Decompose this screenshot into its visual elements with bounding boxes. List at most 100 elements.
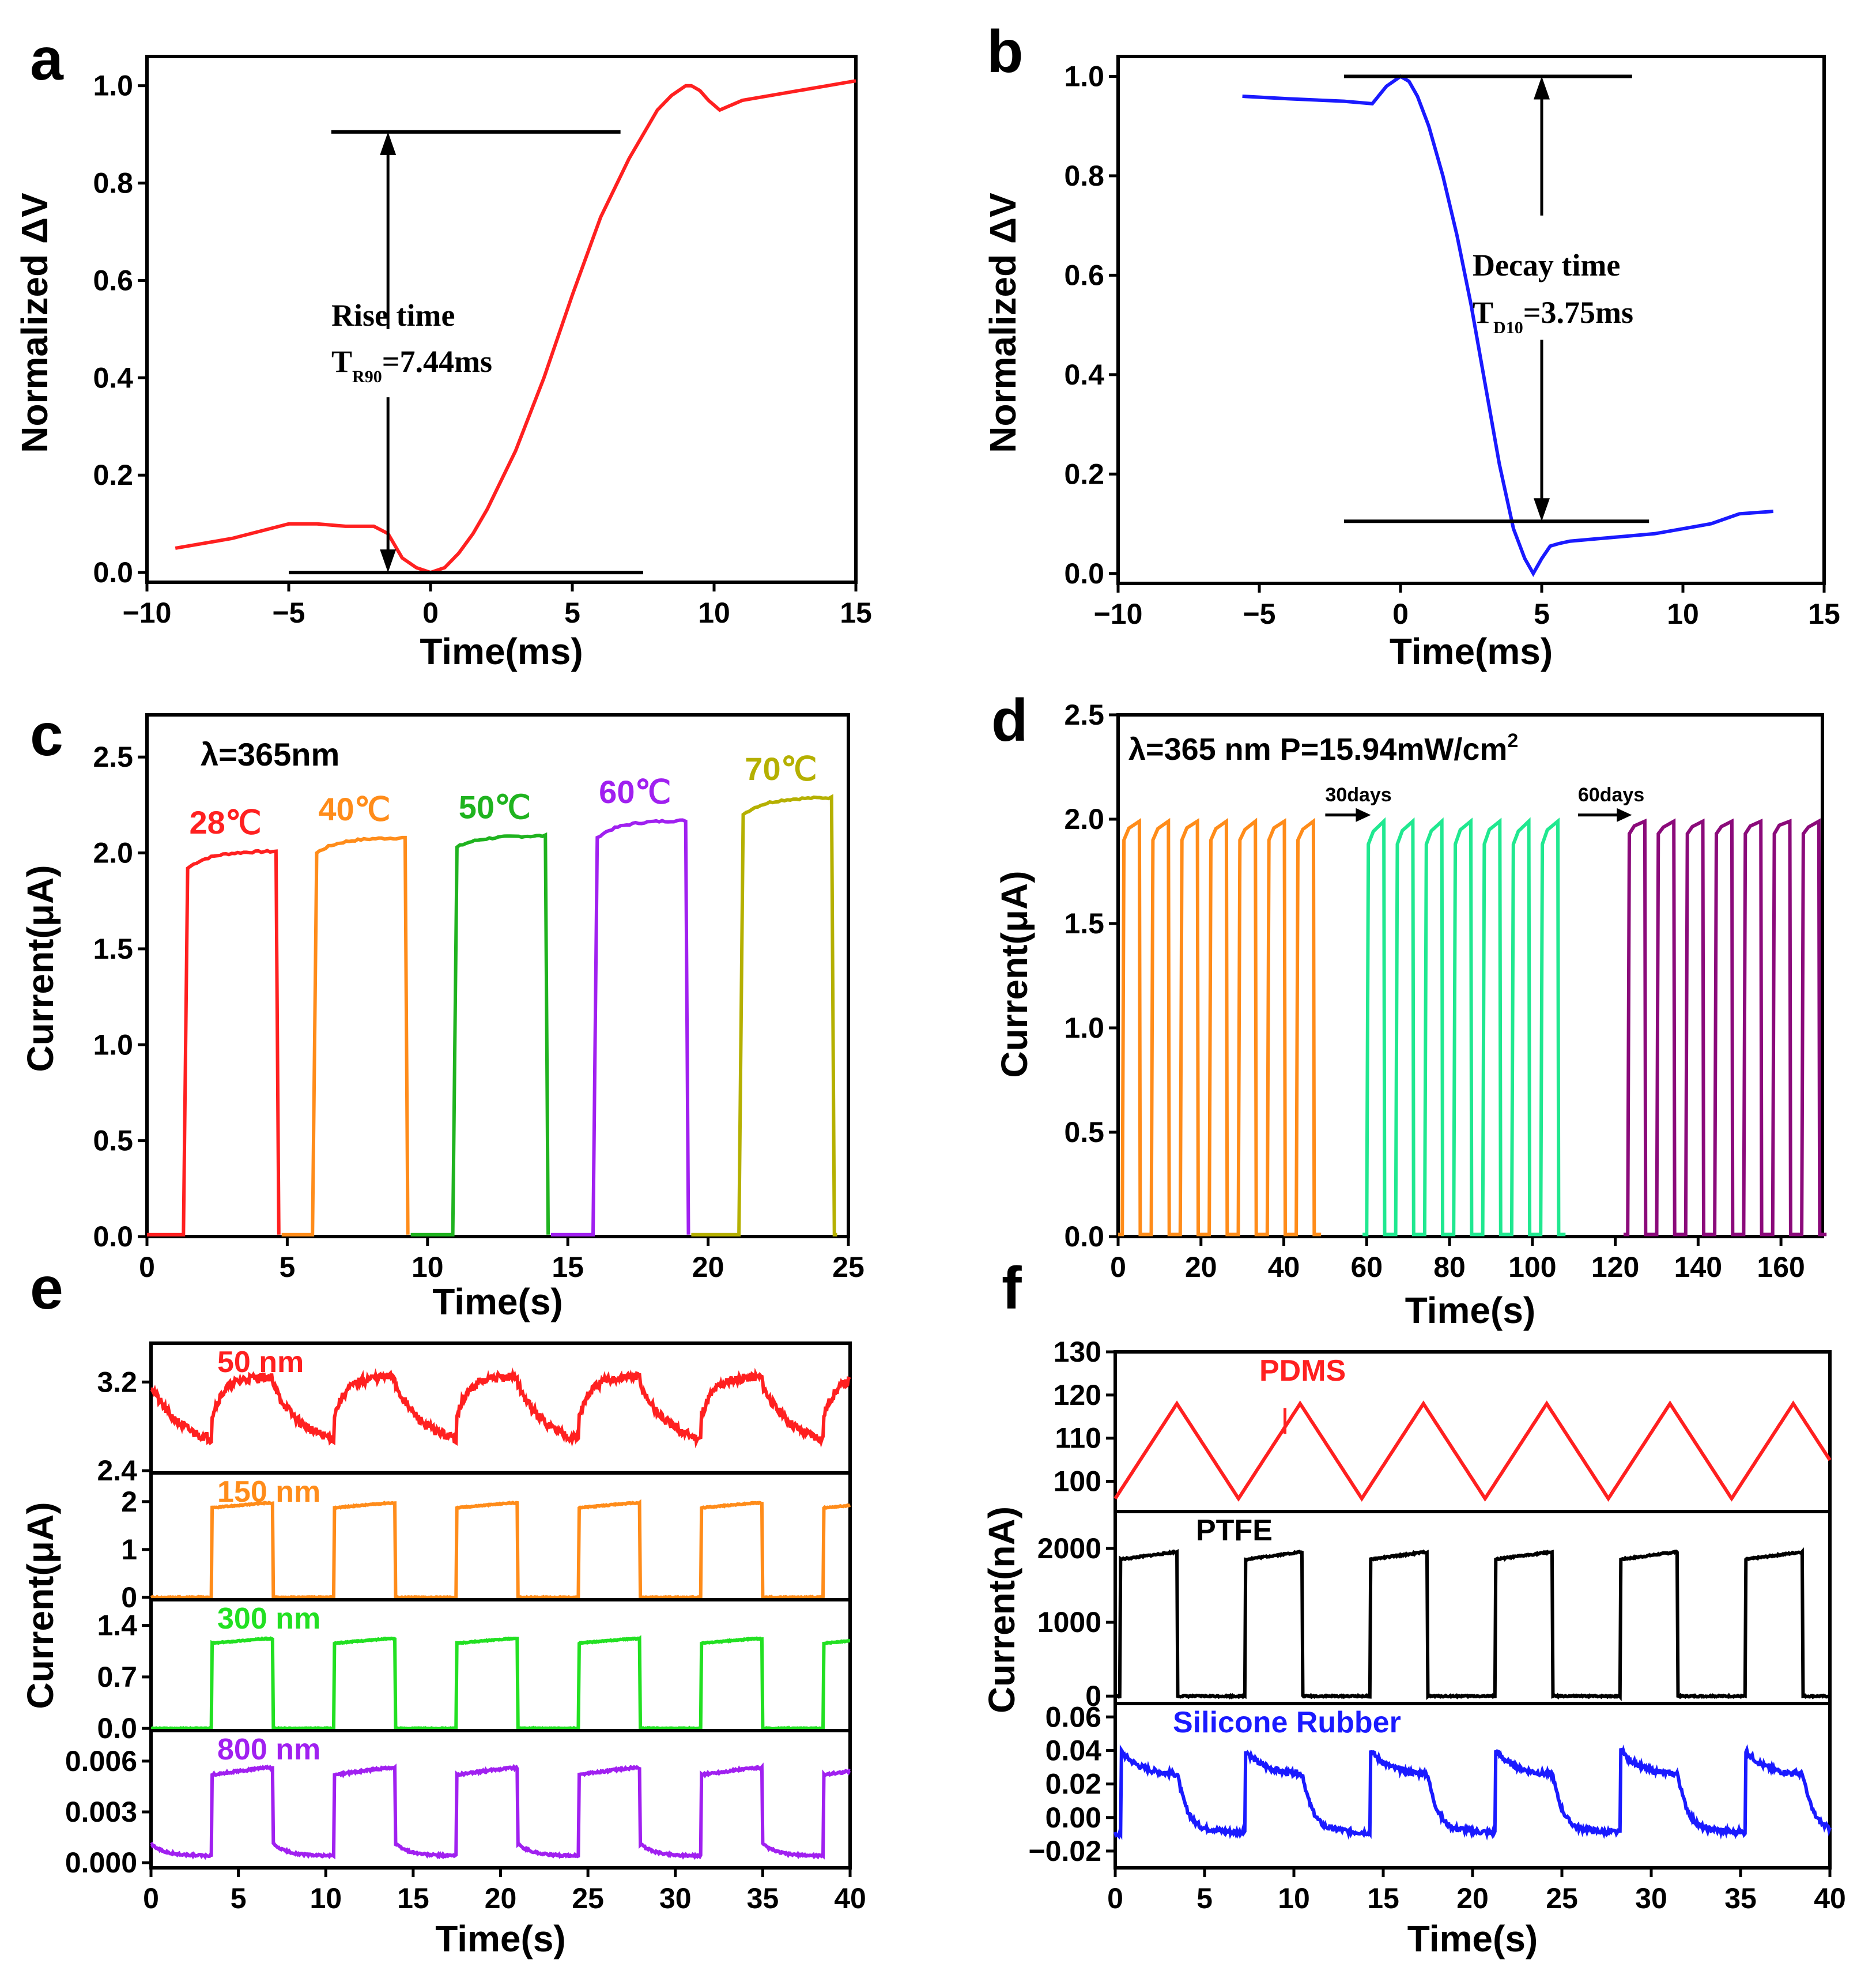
y-tick-label: 2.0: [93, 837, 133, 869]
panel-f-chart: 100110120130PDMS010002000PTFE−0.020.000.…: [981, 1336, 1846, 1959]
y-tick-label: 2000: [1037, 1532, 1101, 1565]
y-tick-label: 100: [1054, 1465, 1101, 1498]
x-tick-label: 10: [1667, 598, 1699, 630]
arrow-head-down: [380, 549, 397, 573]
subplot-label: 300 nm: [217, 1602, 320, 1635]
x-tick-label: 25: [1546, 1882, 1578, 1915]
y-tick-label: 1.5: [93, 933, 133, 965]
x-tick-label: 0: [1107, 1882, 1123, 1915]
x-tick-label: 0: [143, 1882, 159, 1915]
annotation-value: TR90=7.44ms: [331, 344, 492, 386]
subplot-label: 150 nm: [217, 1475, 320, 1509]
x-tick-label: 20: [692, 1251, 724, 1283]
x-tick-label: 5: [231, 1882, 247, 1915]
plot-frame: [1116, 713, 1824, 1238]
days-arrow-label: 30days: [1325, 784, 1391, 806]
y-tick-label: 0.5: [1064, 1116, 1104, 1148]
days-arrow-label: 60days: [1578, 784, 1644, 806]
y-tick-label: 0.7: [97, 1661, 137, 1693]
panel-letter-b: b: [987, 18, 1024, 85]
pulse-line: [147, 849, 281, 1237]
panel-b-chart: −10 −5 0 5 10 15 Time(ms) 0.0 0.2 0.4 0.6 0.8 1.0 Nor…: [982, 55, 1840, 672]
y-axis-label: Current(μA): [20, 1502, 61, 1709]
y-tick-label: 0.0: [97, 1712, 137, 1744]
x-tick-label: −5: [272, 597, 305, 629]
y-tick-label: 110: [1055, 1422, 1101, 1454]
y-tick-label: 2: [121, 1486, 137, 1518]
y-tick-label: 1.0: [93, 70, 133, 102]
x-tick-label: 35: [747, 1882, 779, 1915]
pulse-group-line: [1624, 818, 1827, 1237]
y-tick-label: 1.0: [93, 1028, 133, 1061]
plot-frame: [145, 55, 858, 584]
series-line: [1113, 1400, 1832, 1502]
x-tick-label: −10: [1094, 598, 1143, 630]
x-tick-label: 5: [1534, 598, 1550, 630]
pulse-label: 60℃: [599, 774, 671, 810]
y-tick-label: 0: [1085, 1680, 1101, 1712]
arrow-head-down: [1534, 498, 1550, 522]
x-tick-label: 5: [279, 1251, 295, 1283]
subplot-label: PDMS: [1259, 1354, 1346, 1388]
x-tick-label: 20: [1185, 1251, 1217, 1283]
y-tick-label: 0.003: [65, 1796, 137, 1828]
x-tick-label: 30: [1635, 1882, 1667, 1915]
y-tick-label: 0.8: [93, 167, 133, 199]
y-tick-label: 0.2: [1064, 458, 1104, 490]
y-tick-label: 0.006: [65, 1745, 137, 1777]
subplot-label: 800 nm: [217, 1733, 320, 1766]
pulse-group-line: [1362, 817, 1566, 1237]
x-tick-label: 0: [1110, 1251, 1126, 1283]
series-line: [150, 1635, 851, 1732]
y-tick-label: 3.2: [97, 1366, 137, 1398]
x-tick-label: 20: [1456, 1882, 1489, 1915]
subplot-label: PTFE: [1196, 1514, 1273, 1547]
x-tick-label: −5: [1243, 598, 1275, 630]
plot-frame: [145, 713, 850, 1238]
legend-text: λ=365nm: [201, 736, 339, 772]
x-tick-label: 15: [1808, 598, 1840, 630]
pulse-line: [281, 835, 410, 1237]
pulse-line: [410, 832, 550, 1237]
x-tick-label: 15: [1367, 1882, 1399, 1915]
x-tick-label: 15: [840, 597, 872, 629]
y-tick-label: 2.4: [97, 1454, 137, 1487]
y-tick-label: 1: [121, 1533, 137, 1566]
x-tick-label: 25: [832, 1251, 865, 1283]
y-tick-label: 0.4: [93, 361, 133, 394]
x-tick-label: 5: [1196, 1882, 1213, 1915]
series-line-decay: [1242, 74, 1774, 577]
panel-a-chart: −10 −5 0 5 10 15 Time(ms) 0.0 0.2 0.4 0.6 0.8 1.0 Nor…: [14, 55, 872, 672]
y-tick-label: 0.6: [1064, 259, 1104, 291]
x-tick-label: 40: [1268, 1251, 1300, 1283]
y-axis-label: Normalized ΔV: [14, 193, 55, 453]
panel-letter-c: c: [30, 702, 63, 768]
x-tick-label: 20: [485, 1882, 517, 1915]
arrow-head-up: [1534, 76, 1550, 100]
x-tick-label: 15: [552, 1251, 584, 1283]
subplot-label: Silicone Rubber: [1173, 1706, 1401, 1739]
x-tick-label: 60: [1350, 1251, 1383, 1283]
panel-letter-e: e: [30, 1255, 63, 1322]
x-tick-label: 10: [698, 597, 730, 629]
x-tick-label: 140: [1674, 1251, 1722, 1283]
x-tick-label: 120: [1591, 1251, 1639, 1283]
y-tick-label: 0.04: [1045, 1734, 1102, 1766]
y-tick-label: −0.02: [1028, 1835, 1101, 1867]
x-tick-label: 10: [1278, 1882, 1310, 1915]
y-tick-label: 2.5: [93, 741, 133, 773]
panel-e-chart: 2.4 3.2 50 nm 0 1 2 150 nm 0.0 0.7 1.4 300 nm 0.000…: [20, 1341, 866, 1959]
y-tick-label: 0.00: [1045, 1802, 1101, 1834]
x-tick-label: 0: [1392, 598, 1409, 630]
y-axis-label: Current(nA): [981, 1506, 1022, 1713]
panel-letter-d: d: [991, 687, 1028, 754]
x-tick-label: 80: [1433, 1251, 1466, 1283]
panel-letter-a: a: [30, 26, 64, 93]
y-tick-label: 0.06: [1045, 1701, 1101, 1733]
x-tick-label: 160: [1757, 1251, 1805, 1283]
y-tick-label: 2.5: [1064, 699, 1104, 731]
x-tick-label: 100: [1508, 1251, 1556, 1283]
x-tick-label: 40: [834, 1882, 866, 1915]
y-tick-label: 2.0: [1064, 803, 1104, 835]
